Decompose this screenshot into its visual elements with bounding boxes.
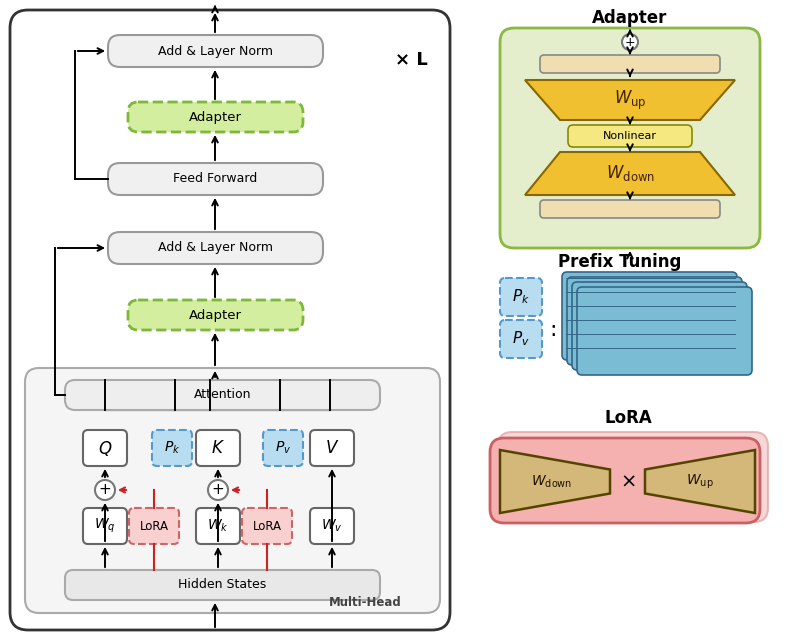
- FancyBboxPatch shape: [83, 508, 127, 544]
- Text: $W_q$: $W_q$: [94, 517, 115, 535]
- Polygon shape: [645, 450, 755, 513]
- Text: $\mathbf{\it{W}}_{\mathrm{up}}$: $\mathbf{\it{W}}_{\mathrm{up}}$: [686, 472, 713, 491]
- FancyBboxPatch shape: [500, 28, 760, 248]
- Text: $\mathbf{\it{W}}_{\mathrm{down}}$: $\mathbf{\it{W}}_{\mathrm{down}}$: [605, 163, 654, 183]
- FancyBboxPatch shape: [540, 200, 720, 218]
- Text: +: +: [212, 482, 225, 498]
- FancyBboxPatch shape: [568, 125, 692, 147]
- FancyBboxPatch shape: [242, 508, 292, 544]
- Text: $W_k$: $W_k$: [207, 518, 229, 534]
- Text: Add & Layer Norm: Add & Layer Norm: [158, 45, 273, 57]
- FancyBboxPatch shape: [108, 163, 323, 195]
- Text: Hidden States: Hidden States: [179, 579, 267, 591]
- Text: Adapter: Adapter: [189, 110, 242, 124]
- FancyBboxPatch shape: [65, 570, 380, 600]
- FancyBboxPatch shape: [577, 287, 752, 375]
- Text: Prefix Tuning: Prefix Tuning: [558, 253, 682, 271]
- FancyBboxPatch shape: [196, 430, 240, 466]
- Text: Attention: Attention: [194, 389, 252, 401]
- Text: $\it{V}$: $\it{V}$: [325, 439, 339, 457]
- Text: Add & Layer Norm: Add & Layer Norm: [158, 242, 273, 255]
- Circle shape: [208, 480, 228, 500]
- Text: $\it{P_k}$: $\it{P_k}$: [512, 288, 530, 306]
- Text: $\it{P_k}$: $\it{P_k}$: [164, 440, 180, 456]
- Text: +: +: [99, 482, 112, 498]
- FancyBboxPatch shape: [498, 432, 768, 522]
- FancyBboxPatch shape: [65, 380, 380, 410]
- Text: LoRA: LoRA: [139, 519, 168, 533]
- Text: $\times$: $\times$: [620, 472, 636, 491]
- Circle shape: [95, 480, 115, 500]
- Polygon shape: [500, 450, 610, 513]
- Text: $\mathbf{\it{W}}_{\mathrm{down}}$: $\mathbf{\it{W}}_{\mathrm{down}}$: [532, 473, 573, 490]
- Text: :: :: [549, 320, 557, 340]
- Text: $\it{K}$: $\it{K}$: [211, 439, 225, 457]
- Text: $W_v$: $W_v$: [321, 518, 343, 534]
- FancyBboxPatch shape: [128, 102, 303, 132]
- FancyBboxPatch shape: [83, 430, 127, 466]
- FancyBboxPatch shape: [540, 55, 720, 73]
- Text: +: +: [625, 36, 635, 48]
- Text: Nonlinear: Nonlinear: [603, 131, 657, 141]
- Text: Feed Forward: Feed Forward: [173, 172, 258, 186]
- Text: $\it{P_v}$: $\it{P_v}$: [513, 330, 530, 348]
- FancyBboxPatch shape: [196, 508, 240, 544]
- FancyBboxPatch shape: [310, 430, 354, 466]
- FancyBboxPatch shape: [567, 277, 742, 365]
- FancyBboxPatch shape: [500, 278, 542, 316]
- Text: $\it{Q}$: $\it{Q}$: [98, 438, 112, 457]
- FancyBboxPatch shape: [128, 300, 303, 330]
- Text: $\it{P_v}$: $\it{P_v}$: [274, 440, 291, 456]
- FancyBboxPatch shape: [500, 320, 542, 358]
- FancyBboxPatch shape: [108, 35, 323, 67]
- Text: LoRA: LoRA: [252, 519, 282, 533]
- Text: Adapter: Adapter: [592, 9, 668, 27]
- FancyBboxPatch shape: [310, 508, 354, 544]
- FancyBboxPatch shape: [572, 282, 747, 370]
- Polygon shape: [525, 80, 735, 120]
- FancyBboxPatch shape: [263, 430, 303, 466]
- FancyBboxPatch shape: [129, 508, 179, 544]
- Text: LoRA: LoRA: [604, 409, 652, 427]
- Text: × L: × L: [396, 51, 428, 69]
- Text: $\mathbf{\it{W}}_{\mathrm{up}}$: $\mathbf{\it{W}}_{\mathrm{up}}$: [614, 89, 646, 112]
- Polygon shape: [525, 152, 735, 195]
- FancyBboxPatch shape: [10, 10, 450, 630]
- Text: Adapter: Adapter: [189, 309, 242, 322]
- FancyBboxPatch shape: [25, 368, 440, 613]
- Circle shape: [622, 34, 638, 50]
- FancyBboxPatch shape: [490, 438, 760, 523]
- Text: Multi-Head: Multi-Head: [329, 597, 402, 609]
- FancyBboxPatch shape: [108, 232, 323, 264]
- FancyBboxPatch shape: [562, 272, 737, 360]
- FancyBboxPatch shape: [152, 430, 192, 466]
